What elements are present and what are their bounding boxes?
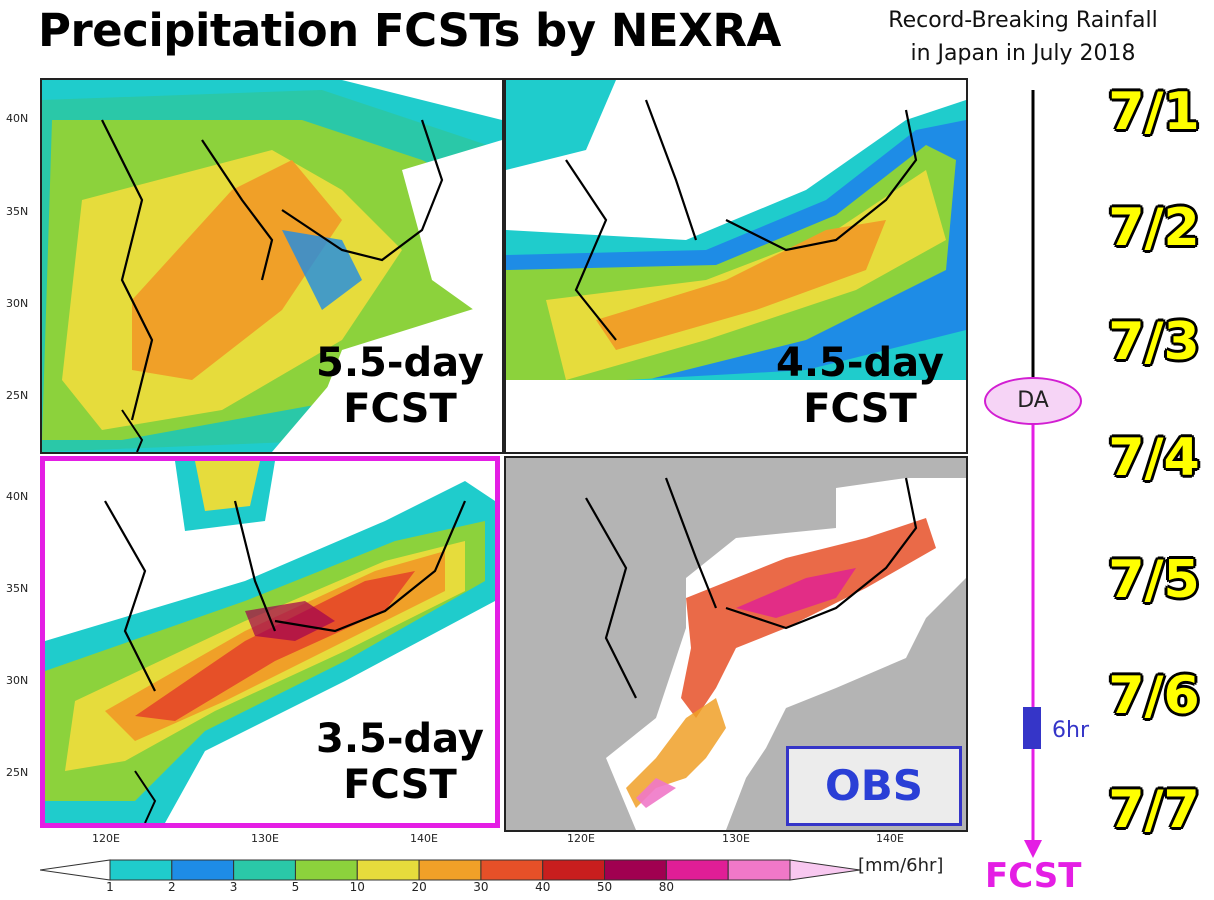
colorbar-cell bbox=[542, 859, 606, 881]
da-node bbox=[984, 377, 1082, 425]
lat-label-30n-bottom: 30N bbox=[6, 674, 29, 687]
da-label: DA bbox=[1017, 388, 1049, 413]
panel-5-5-day-label-line-1: 5.5-day bbox=[316, 340, 484, 386]
lon-label-130e-right: 130E bbox=[722, 832, 750, 845]
timeline bbox=[1023, 90, 1042, 858]
colorbar-cell bbox=[109, 859, 173, 881]
colorbar bbox=[40, 859, 860, 881]
date-label: 7/5 bbox=[1108, 550, 1200, 610]
lon-label-120e-left: 120E bbox=[92, 832, 120, 845]
panel-3-5-day-label-line-1: 3.5-day bbox=[316, 716, 484, 762]
panel-3-5-day-forecast bbox=[40, 456, 500, 828]
precip-map-observed bbox=[506, 458, 966, 830]
window-label: 6hr bbox=[1052, 718, 1089, 743]
panel-observation bbox=[504, 456, 968, 832]
date-label: 7/1 bbox=[1108, 82, 1200, 142]
panel-3-5-day-label: 3.5-day FCST bbox=[300, 716, 500, 808]
date-label: 7/4 bbox=[1108, 428, 1200, 488]
lon-label-140e-right: 140E bbox=[876, 832, 904, 845]
panel-4-5-day-label: 4.5-day FCST bbox=[760, 340, 960, 432]
colorbar-tick-label: 3 bbox=[229, 880, 238, 894]
colorbar-cell bbox=[480, 859, 544, 881]
colorbar-tick-label: 5 bbox=[291, 880, 300, 894]
colorbar-tick-label: 20 bbox=[411, 880, 427, 894]
subtitle-line-1: Record-Breaking Rainfall bbox=[888, 8, 1158, 33]
colorbar-cell bbox=[727, 859, 791, 881]
colorbar-tick-label: 30 bbox=[473, 880, 489, 894]
panel-4-5-day-label-line-2: FCST bbox=[803, 386, 917, 432]
colorbar-tick-label: 1 bbox=[106, 880, 114, 894]
lat-label-40n-bottom: 40N bbox=[6, 490, 29, 503]
colorbar-tick-label: 10 bbox=[349, 880, 365, 894]
colorbar-cells bbox=[40, 859, 860, 881]
lon-label-140e-left: 140E bbox=[410, 832, 438, 845]
lon-label-120e-right: 120E bbox=[567, 832, 595, 845]
precip-map-5-5-day bbox=[42, 80, 502, 452]
page-title: Precipitation FCSTs by NEXRA bbox=[38, 4, 781, 57]
colorbar-unit: [mm/6hr] bbox=[858, 855, 944, 876]
panel-4-5-day-forecast bbox=[504, 78, 968, 454]
precip-map-3-5-day bbox=[45, 461, 495, 823]
colorbar-cell bbox=[356, 859, 420, 881]
timeline-arrowhead bbox=[1024, 840, 1042, 858]
colorbar-left-extension bbox=[40, 859, 111, 881]
colorbar-tick-label: 2 bbox=[167, 880, 176, 894]
colorbar-cell bbox=[604, 859, 667, 881]
panel-5-5-day-forecast bbox=[40, 78, 504, 454]
precip-map-4-5-day bbox=[506, 80, 966, 452]
date-label: 7/7 bbox=[1108, 780, 1200, 840]
fcst-label: FCST bbox=[985, 856, 1082, 896]
timeline-6hr-window bbox=[1023, 707, 1041, 749]
panel-5-5-day-label: 5.5-day FCST bbox=[300, 340, 500, 432]
lat-label-30n-top: 30N bbox=[6, 297, 29, 310]
colorbar-cell bbox=[418, 859, 482, 881]
colorbar-right-extension bbox=[789, 859, 860, 881]
lon-label-130e-left: 130E bbox=[251, 832, 279, 845]
lat-label-40n-top: 40N bbox=[6, 112, 29, 125]
panel-5-5-day-label-line-2: FCST bbox=[343, 386, 457, 432]
date-label: 7/6 bbox=[1108, 666, 1200, 726]
date-label: 7/3 bbox=[1108, 312, 1200, 372]
colorbar-cell bbox=[665, 859, 729, 881]
panel-4-5-day-label-line-1: 4.5-day bbox=[776, 340, 944, 386]
colorbar-cell bbox=[171, 859, 235, 881]
date-label: 7/2 bbox=[1108, 198, 1200, 258]
lat-label-35n-top: 35N bbox=[6, 205, 29, 218]
subtitle: Record-Breaking Rainfall in Japan in Jul… bbox=[848, 4, 1198, 70]
colorbar-cell bbox=[233, 859, 296, 881]
colorbar-tick-label: 80 bbox=[658, 880, 674, 894]
lat-label-35n-bottom: 35N bbox=[6, 582, 29, 595]
obs-label-box bbox=[786, 746, 962, 826]
lat-label-25n-bottom: 25N bbox=[6, 766, 29, 779]
obs-label: OBS bbox=[825, 761, 923, 810]
colorbar-tick-label: 50 bbox=[596, 880, 613, 894]
subtitle-line-2: in Japan in July 2018 bbox=[910, 41, 1136, 66]
panel-3-5-day-label-line-2: FCST bbox=[343, 762, 457, 808]
lat-label-25n-top: 25N bbox=[6, 389, 29, 402]
colorbar-cell bbox=[294, 859, 358, 881]
colorbar-tick-label: 40 bbox=[535, 880, 551, 894]
